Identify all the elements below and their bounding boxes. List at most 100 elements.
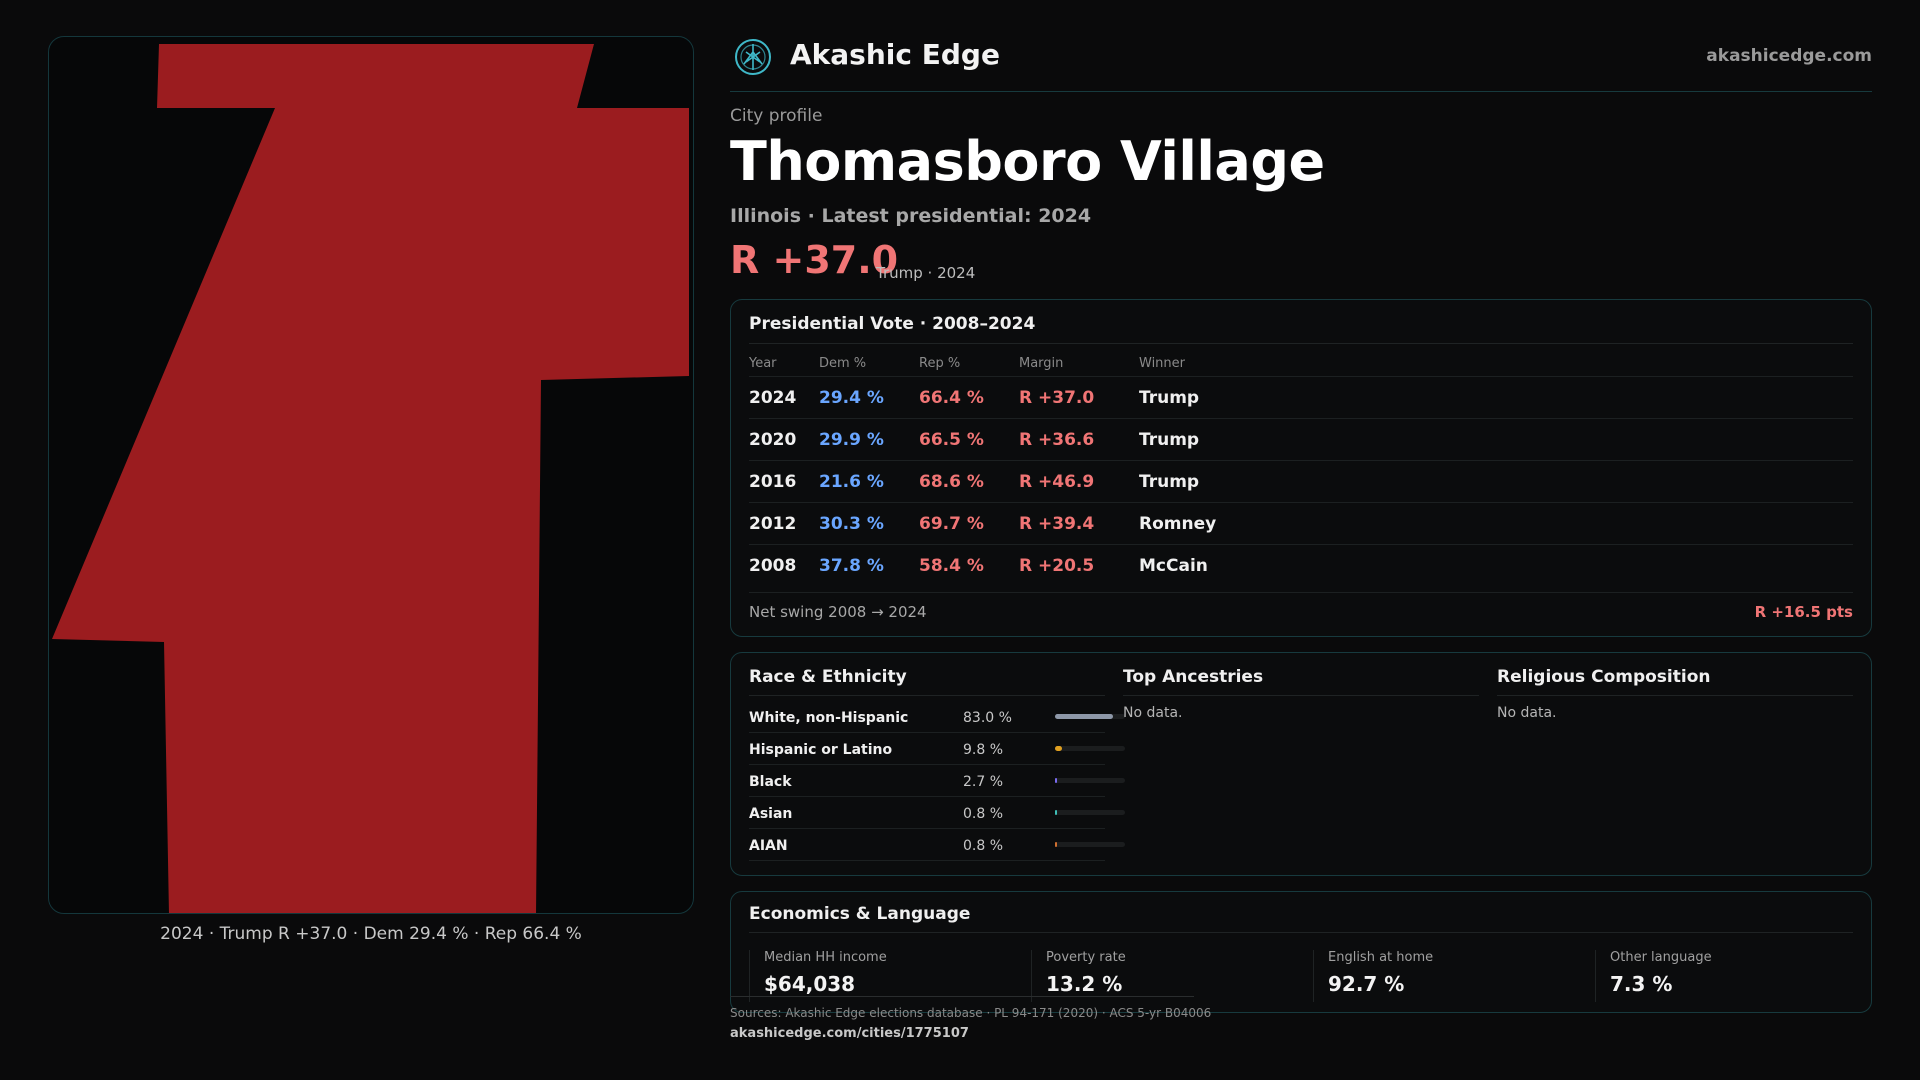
religion-section: Religious Composition No data.: [1497, 653, 1853, 875]
vote-table-header: Year Dem % Rep % Margin Winner: [749, 350, 1853, 376]
race-bar: [1055, 842, 1125, 847]
row-dem: 30.3 %: [819, 514, 884, 534]
page-title: Thomasboro Village: [730, 130, 1325, 193]
akashic-logo-icon[interactable]: [734, 38, 772, 76]
race-row: AIAN 0.8 %: [749, 829, 1125, 861]
table-row: 2020 29.9 % 66.5 % R +36.6 Trump: [749, 418, 1853, 460]
race-ethnicity-section: Race & Ethnicity White, non-Hispanic 83.…: [749, 653, 1125, 875]
row-dem: 37.8 %: [819, 556, 884, 576]
row-margin: R +46.9: [1019, 472, 1095, 492]
divider: [749, 932, 1853, 933]
race-row: Black 2.7 %: [749, 765, 1125, 797]
page-url-link[interactable]: akashicedge.com/cities/1775107: [730, 1026, 969, 1041]
row-year: 2024: [749, 388, 797, 408]
race-row: White, non-Hispanic 83.0 %: [749, 701, 1125, 733]
demographics-card: Race & Ethnicity White, non-Hispanic 83.…: [730, 652, 1872, 876]
stat-label: Other language: [1610, 950, 1712, 965]
race-label: Hispanic or Latino: [749, 742, 893, 758]
race-bar-fill: [1055, 810, 1057, 815]
divider: [1123, 695, 1479, 696]
net-swing-row: Net swing 2008 → 2024 R +16.5 pts: [749, 592, 1853, 628]
race-label: AIAN: [749, 838, 788, 854]
page-kicker: City profile: [730, 106, 823, 126]
stat-label: Poverty rate: [1046, 950, 1126, 965]
race-bar-fill: [1055, 842, 1057, 847]
divider: [749, 695, 1105, 696]
city-boundary-map: [52, 44, 689, 913]
presidential-vote-card: Presidential Vote · 2008–2024 Year Dem %…: [730, 299, 1872, 637]
row-rep: 66.5 %: [919, 430, 984, 450]
row-winner: Trump: [1139, 472, 1200, 492]
row-dem: 29.9 %: [819, 430, 884, 450]
col-margin: Margin: [1019, 356, 1064, 371]
stat-value: $64,038: [764, 972, 856, 996]
page-subtitle: Illinois · Latest presidential: 2024: [730, 205, 1092, 227]
row-winner: McCain: [1139, 556, 1208, 576]
row-margin: R +39.4: [1019, 514, 1095, 534]
divider: [1497, 695, 1853, 696]
site-header: Akashic Edge akashicedge.com: [730, 36, 1872, 92]
stat-label: Median HH income: [764, 950, 887, 965]
col-dem: Dem %: [819, 356, 867, 371]
headline-margin-note: Trump · 2024: [876, 264, 976, 282]
race-row: Hispanic or Latino 9.8 %: [749, 733, 1125, 765]
stat-value: 7.3 %: [1610, 972, 1673, 996]
stat-median-income: Median HH income $64,038: [749, 950, 1015, 1002]
row-margin: R +36.6: [1019, 430, 1095, 450]
race-bar-fill: [1055, 714, 1114, 719]
ancestries-empty: No data.: [1123, 705, 1183, 721]
net-swing-label: Net swing 2008 → 2024: [749, 603, 927, 621]
race-pct: 83.0 %: [963, 710, 1012, 726]
race-bar: [1055, 714, 1125, 719]
stat-english-at-home: English at home 92.7 %: [1313, 950, 1579, 1002]
religion-title: Religious Composition: [1497, 667, 1711, 687]
race-row: Asian 0.8 %: [749, 797, 1125, 829]
race-pct: 9.8 %: [963, 742, 1004, 758]
row-year: 2012: [749, 514, 797, 534]
economics-title: Economics & Language: [749, 904, 971, 924]
vote-card-title: Presidential Vote · 2008–2024: [749, 314, 1036, 334]
site-link[interactable]: akashicedge.com: [1706, 46, 1872, 66]
divider: [749, 343, 1853, 344]
table-row: 2024 29.4 % 66.4 % R +37.0 Trump: [749, 376, 1853, 418]
stat-value: 13.2 %: [1046, 972, 1123, 996]
headline-margin: R +37.0: [730, 238, 899, 282]
row-rep: 68.6 %: [919, 472, 984, 492]
ancestries-title: Top Ancestries: [1123, 667, 1264, 687]
city-map: [48, 36, 694, 914]
race-label: Black: [749, 774, 792, 790]
stat-other-language: Other language 7.3 %: [1595, 950, 1861, 1002]
row-year: 2020: [749, 430, 797, 450]
row-dem: 29.4 %: [819, 388, 884, 408]
row-rep: 69.7 %: [919, 514, 984, 534]
row-margin: R +37.0: [1019, 388, 1095, 408]
row-year: 2008: [749, 556, 797, 576]
race-pct: 2.7 %: [963, 774, 1004, 790]
race-bar: [1055, 746, 1125, 751]
religion-empty: No data.: [1497, 705, 1557, 721]
map-caption: 2024 · Trump R +37.0 · Dem 29.4 % · Rep …: [160, 924, 582, 944]
brand-name[interactable]: Akashic Edge: [790, 38, 1000, 71]
table-row: 2016 21.6 % 68.6 % R +46.9 Trump: [749, 460, 1853, 502]
row-dem: 21.6 %: [819, 472, 884, 492]
race-title: Race & Ethnicity: [749, 667, 907, 687]
net-swing-value: R +16.5 pts: [1754, 603, 1853, 621]
row-winner: Romney: [1139, 514, 1217, 534]
col-winner: Winner: [1139, 356, 1186, 371]
divider: [730, 996, 1194, 997]
economics-card: Economics & Language Median HH income $6…: [730, 891, 1872, 1013]
race-pct: 0.8 %: [963, 838, 1004, 854]
race-label: Asian: [749, 806, 793, 822]
stat-label: English at home: [1328, 950, 1434, 965]
city-boundary-shape: [52, 44, 689, 913]
race-bar: [1055, 778, 1125, 783]
race-label: White, non-Hispanic: [749, 710, 909, 726]
row-winner: Trump: [1139, 388, 1200, 408]
race-bar: [1055, 810, 1125, 815]
sources-note: Sources: Akashic Edge elections database…: [730, 1006, 1212, 1020]
row-rep: 66.4 %: [919, 388, 984, 408]
stat-poverty-rate: Poverty rate 13.2 %: [1031, 950, 1297, 1002]
row-margin: R +20.5: [1019, 556, 1095, 576]
race-bar-fill: [1055, 778, 1057, 783]
ancestries-section: Top Ancestries No data.: [1123, 653, 1479, 875]
